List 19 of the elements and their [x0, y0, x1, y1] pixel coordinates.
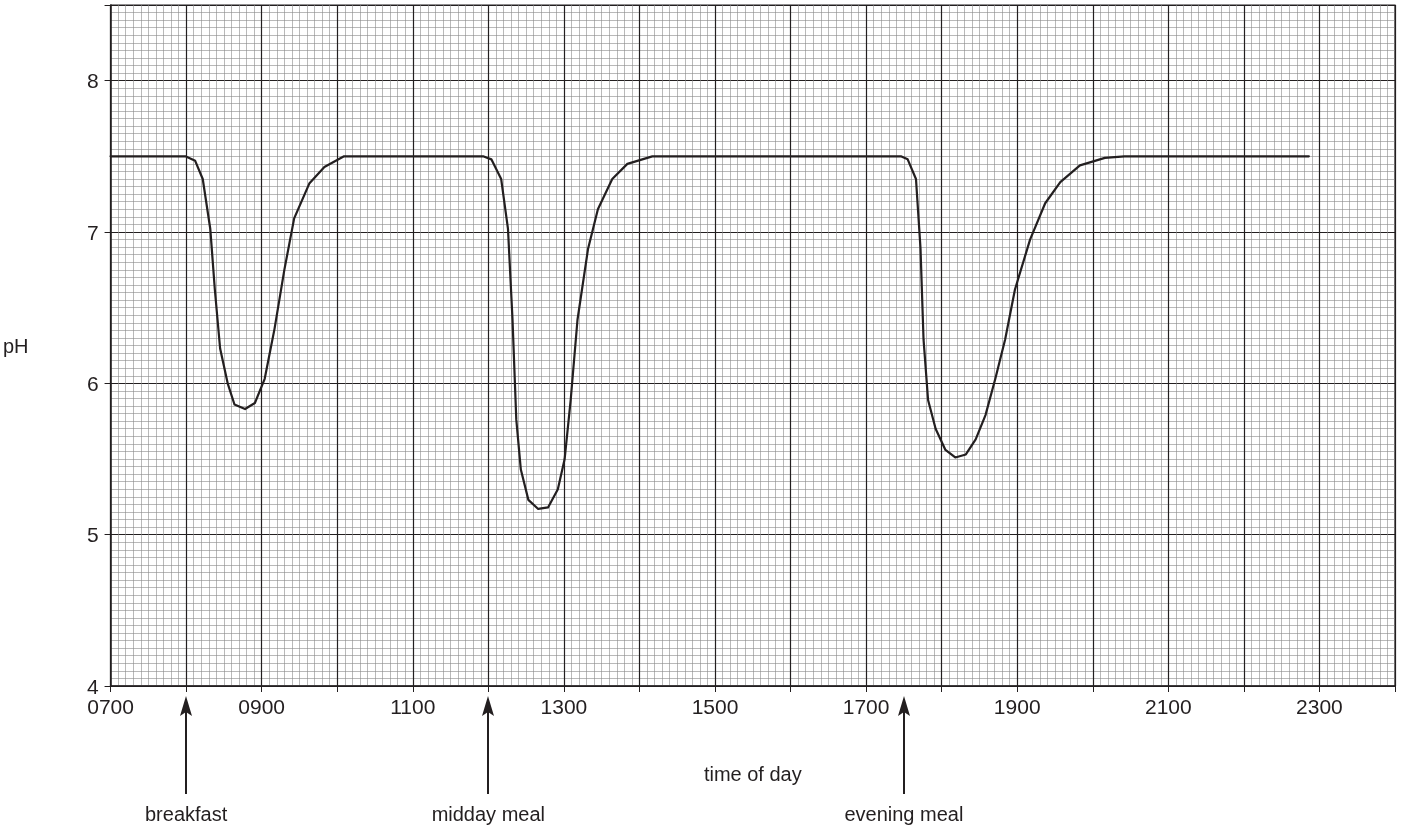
y-tick-label: 5	[86, 523, 99, 547]
x-axis-title: time of day	[703, 763, 802, 785]
x-tick-label: 2300	[1296, 695, 1343, 718]
x-tick-label: 0700	[87, 695, 134, 718]
x-tick-label: 1300	[540, 695, 588, 718]
y-tick-label: 8	[86, 69, 99, 93]
x-tick-label: 1900	[993, 695, 1041, 718]
x-tick-label: 1700	[842, 695, 890, 718]
x-tick-label: 1500	[691, 695, 739, 718]
text: midday meal	[431, 803, 546, 825]
x-tick-label: 1100	[390, 695, 436, 718]
text: breakfast	[144, 803, 228, 825]
x-tick-label: 2100	[1144, 695, 1192, 718]
y-tick-label: 7	[86, 220, 99, 244]
y-tick-label: 6	[86, 371, 99, 395]
y-tick-label: 4	[86, 674, 99, 698]
x-tick-label: 0900	[238, 695, 286, 718]
y-axis-title: pH	[2, 334, 29, 357]
text: evening meal	[844, 803, 964, 825]
